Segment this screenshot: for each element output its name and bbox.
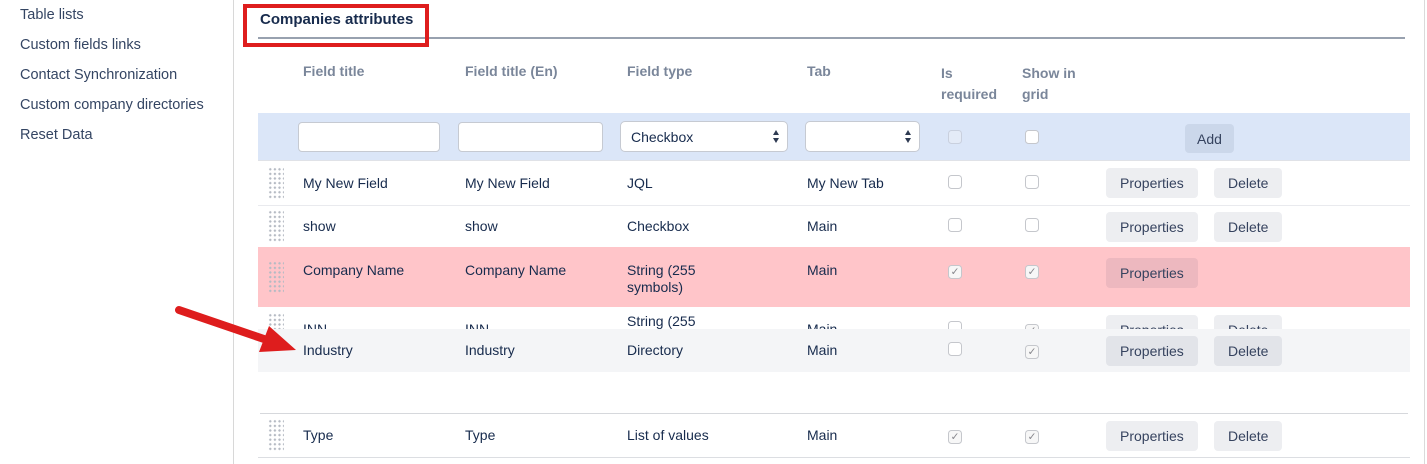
table-header-row: Field title Field title (En) Field type … [258,63,1410,105]
show-in-grid-checkbox[interactable]: ✓ [1025,324,1039,329]
column-header-field-title-en: Field title (En) [465,63,558,79]
sidebar-item-reset-data[interactable]: Reset Data [20,127,93,143]
cell-field-title: show [303,218,336,234]
delete-button[interactable]: Delete [1214,211,1283,242]
cell-tab: Main [807,262,838,278]
main-content: Companies attributes Field title Field t… [258,0,1410,464]
cell-tab: My New Tab [807,174,884,191]
properties-button[interactable]: Properties [1106,211,1198,242]
sidebar-item-table-lists[interactable]: Table lists [20,7,84,23]
is-required-checkbox[interactable] [948,342,962,356]
delete-button[interactable]: Delete [1214,420,1283,451]
is-required-checkbox[interactable] [948,218,962,232]
table-row: My New Field My New Field JQL My New Tab… [258,161,1410,206]
drag-handle-icon[interactable] [268,261,284,294]
show-in-grid-checkbox[interactable] [1025,174,1039,189]
show-in-grid-checkbox[interactable]: ✓ [1025,430,1039,444]
delete-button[interactable]: Delete [1214,314,1283,329]
cell-tab: Main [807,427,838,443]
drag-handle-icon[interactable] [268,419,284,452]
field-type-select-value: Checkbox [631,128,694,145]
cell-field-title: Company Name [303,262,405,278]
drag-handle-icon[interactable] [268,210,284,243]
cell-field-title-en: My New Field [465,174,550,191]
show-in-grid-checkbox[interactable]: ✓ [1025,345,1039,359]
select-arrows-icon [905,130,911,143]
filter-field-title-en-input[interactable] [458,122,603,152]
column-header-tab: Tab [807,63,831,79]
add-button[interactable]: Add [1185,124,1234,153]
filter-add-row: Checkbox Add [258,113,1410,161]
properties-button[interactable]: Properties [1106,335,1198,366]
column-header-is-required: Is required [941,65,998,102]
cell-field-title-en: Company Name [465,262,567,278]
sidebar-divider [233,0,234,464]
drag-handle-icon[interactable] [268,166,284,200]
properties-button[interactable]: Properties [1106,420,1198,451]
column-header-field-type: Field type [627,63,693,79]
table-row-highlighted: Company Name Company Name String (255 sy… [258,247,1410,307]
sidebar-item-custom-company-directories[interactable]: Custom company directories [20,97,204,113]
cell-field-title: Type [303,427,334,443]
sidebar-item-custom-fields-links[interactable]: Custom fields links [20,37,141,53]
properties-button[interactable]: Properties [1106,168,1198,198]
row-separator [260,413,1408,414]
column-header-show-in-grid: Show in grid [1022,65,1076,102]
is-required-checkbox[interactable] [948,321,962,329]
cell-field-type: Checkbox [627,218,690,234]
field-type-select[interactable]: Checkbox [620,121,788,152]
cell-field-type: JQL [627,174,653,191]
select-arrows-icon [773,130,779,143]
cell-tab: Main [807,321,838,329]
column-header-field-title: Field title [303,63,365,79]
cell-field-type: Directory [627,342,684,358]
show-in-grid-checkbox[interactable] [1025,218,1039,232]
cell-field-title-en: show [465,218,498,234]
cell-field-type: List of values [627,427,709,443]
cell-tab: Main [807,342,838,358]
cell-tab: Main [807,218,838,234]
delete-button[interactable]: Delete [1214,335,1283,366]
show-in-grid-checkbox[interactable]: ✓ [1025,265,1039,279]
cell-field-title-en: Industry [465,342,515,358]
cell-field-type: String (255 symbols) [627,312,696,329]
drag-handle-icon[interactable] [268,313,284,329]
table-row-clipped: INN INN String (255 symbols) Main ✓ Prop… [258,307,1410,329]
window-right-edge [1424,0,1425,464]
table-row-dragging[interactable]: Industry Industry Directory Main ✓ Prope… [258,329,1410,372]
table-row: Type Type List of values Main ✓ ✓ Proper… [258,414,1410,458]
cell-field-type: String (255 symbols) [627,262,696,295]
cell-field-title-en: Type [465,427,496,443]
title-underline [258,37,1405,39]
cell-field-title: Industry [303,342,353,358]
table-row: show show Checkbox Main Properties Delet… [258,206,1410,247]
properties-button[interactable]: Properties [1106,258,1198,288]
page-title: Companies attributes [260,11,414,28]
sidebar: Table lists Custom fields links Contact … [0,0,233,464]
tab-select[interactable] [805,121,920,152]
cell-field-title-en: INN [465,321,490,329]
is-required-checkbox[interactable] [948,174,962,189]
is-required-checkbox[interactable]: ✓ [948,430,962,444]
delete-button[interactable]: Delete [1214,168,1283,198]
properties-button[interactable]: Properties [1106,314,1198,329]
is-required-checkbox[interactable]: ✓ [948,265,962,279]
sidebar-item-contact-synchronization[interactable]: Contact Synchronization [20,67,178,83]
cell-field-title: My New Field [303,174,388,191]
new-is-required-checkbox[interactable] [948,130,962,144]
filter-field-title-input[interactable] [298,122,440,152]
new-show-in-grid-checkbox[interactable] [1025,130,1039,144]
cell-field-title: INN [303,321,328,329]
